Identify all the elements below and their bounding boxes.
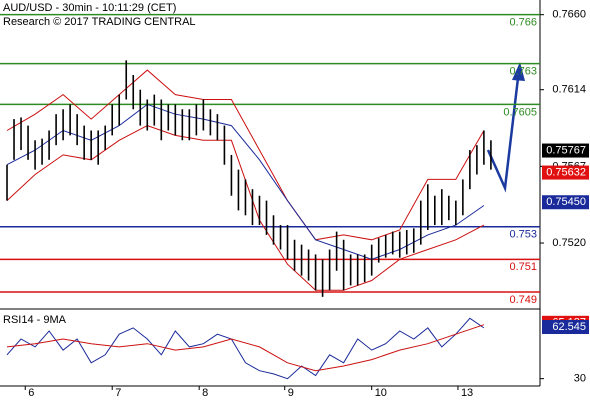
level-label: 0.753 <box>509 229 537 241</box>
indicator-line <box>6 103 485 260</box>
chart-subtitle: Research © 2017 TRADING CENTRAL <box>3 16 196 28</box>
forecast-arrow <box>486 77 520 193</box>
level-label: 0.7605 <box>503 106 537 118</box>
level-label: 0.751 <box>509 261 537 273</box>
rsi-line <box>6 317 485 380</box>
x-tick-label: 13 <box>461 387 473 399</box>
level-label: 0.763 <box>509 66 537 78</box>
indicator-title: RSI14 - 9MA <box>3 314 67 326</box>
price-badge-label: 0.75767 <box>546 144 586 156</box>
x-tick-label: 8 <box>202 387 208 399</box>
y-tick-label: 0.7520 <box>552 237 586 249</box>
rsi-ma-line <box>6 324 485 372</box>
level-label: 0.749 <box>509 294 537 306</box>
y-tick-label: 0.7660 <box>552 9 586 21</box>
price-badge-label: 0.75632 <box>546 166 586 178</box>
indicator-line <box>6 69 485 241</box>
price-badge <box>542 165 589 180</box>
price-badge <box>542 320 589 335</box>
x-tick-label: 7 <box>115 387 121 399</box>
price-badge-label: 0.75450 <box>546 196 586 208</box>
arrow-head <box>512 62 525 81</box>
level-label: 0.766 <box>509 17 537 29</box>
price-badge <box>542 195 589 210</box>
price-badge <box>542 143 589 158</box>
x-tick-label: 9 <box>288 387 294 399</box>
y-tick-label: 30 <box>574 373 586 385</box>
x-tick-label: 10 <box>375 387 387 399</box>
x-tick-label: 6 <box>28 387 34 399</box>
chart-title: AUD/USD - 30min - 10:11:29 (CET) <box>3 2 176 14</box>
y-tick-label: 0.7614 <box>552 84 586 96</box>
price-badge-label: 62.545 <box>552 321 586 333</box>
